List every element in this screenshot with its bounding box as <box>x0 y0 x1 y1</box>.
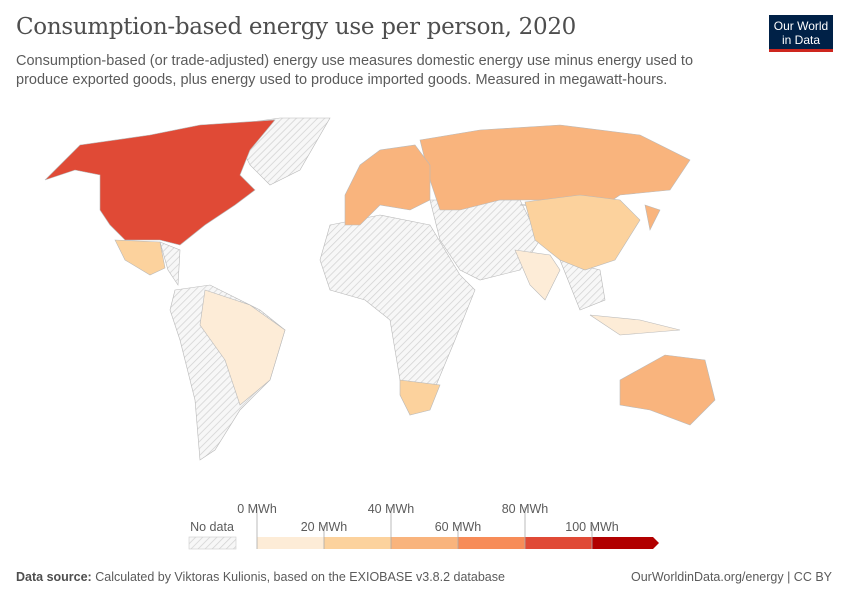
footer-link[interactable]: OurWorldinData.org/energy | CC BY <box>630 570 832 584</box>
region-china[interactable] <box>524 194 641 271</box>
region-japan[interactable] <box>644 204 661 231</box>
region-brazil[interactable] <box>199 289 286 406</box>
central-america[interactable] <box>159 241 181 286</box>
legend-bin <box>525 537 592 549</box>
no-data-label: No data <box>190 520 234 534</box>
legend-tick-label: 40 MWh <box>368 502 415 516</box>
legend-tick-label: 0 MWh <box>237 502 277 516</box>
legend-bin <box>458 537 525 549</box>
legend-tick-label: 80 MWh <box>502 502 549 516</box>
region-south-africa[interactable] <box>399 379 441 416</box>
region-north-america-usa-canada-[interactable] <box>44 119 276 246</box>
legend-tick-label: 100 MWh <box>565 520 619 534</box>
legend-bin-open <box>592 537 659 549</box>
legend-tick-label: 20 MWh <box>301 520 348 534</box>
region-indonesia[interactable] <box>589 314 681 336</box>
legend-bin <box>257 537 324 549</box>
region-india[interactable] <box>514 249 561 301</box>
middle-east-central-asia[interactable] <box>429 199 541 281</box>
chart-title: Consumption-based energy use per person,… <box>16 14 577 40</box>
legend-bin <box>391 537 458 549</box>
region-europe[interactable] <box>344 144 431 226</box>
region-mexico[interactable] <box>114 239 166 276</box>
owid-logo[interactable]: Our World in Data <box>769 15 833 52</box>
no-data-swatch <box>188 536 237 550</box>
region-australia[interactable] <box>619 354 716 426</box>
legend-tick-label: 60 MWh <box>435 520 482 534</box>
data-source: Data source: Calculated by Viktoras Kuli… <box>16 570 505 584</box>
legend-bin <box>324 537 391 549</box>
chart-subtitle: Consumption-based (or trade-adjusted) en… <box>16 53 694 88</box>
